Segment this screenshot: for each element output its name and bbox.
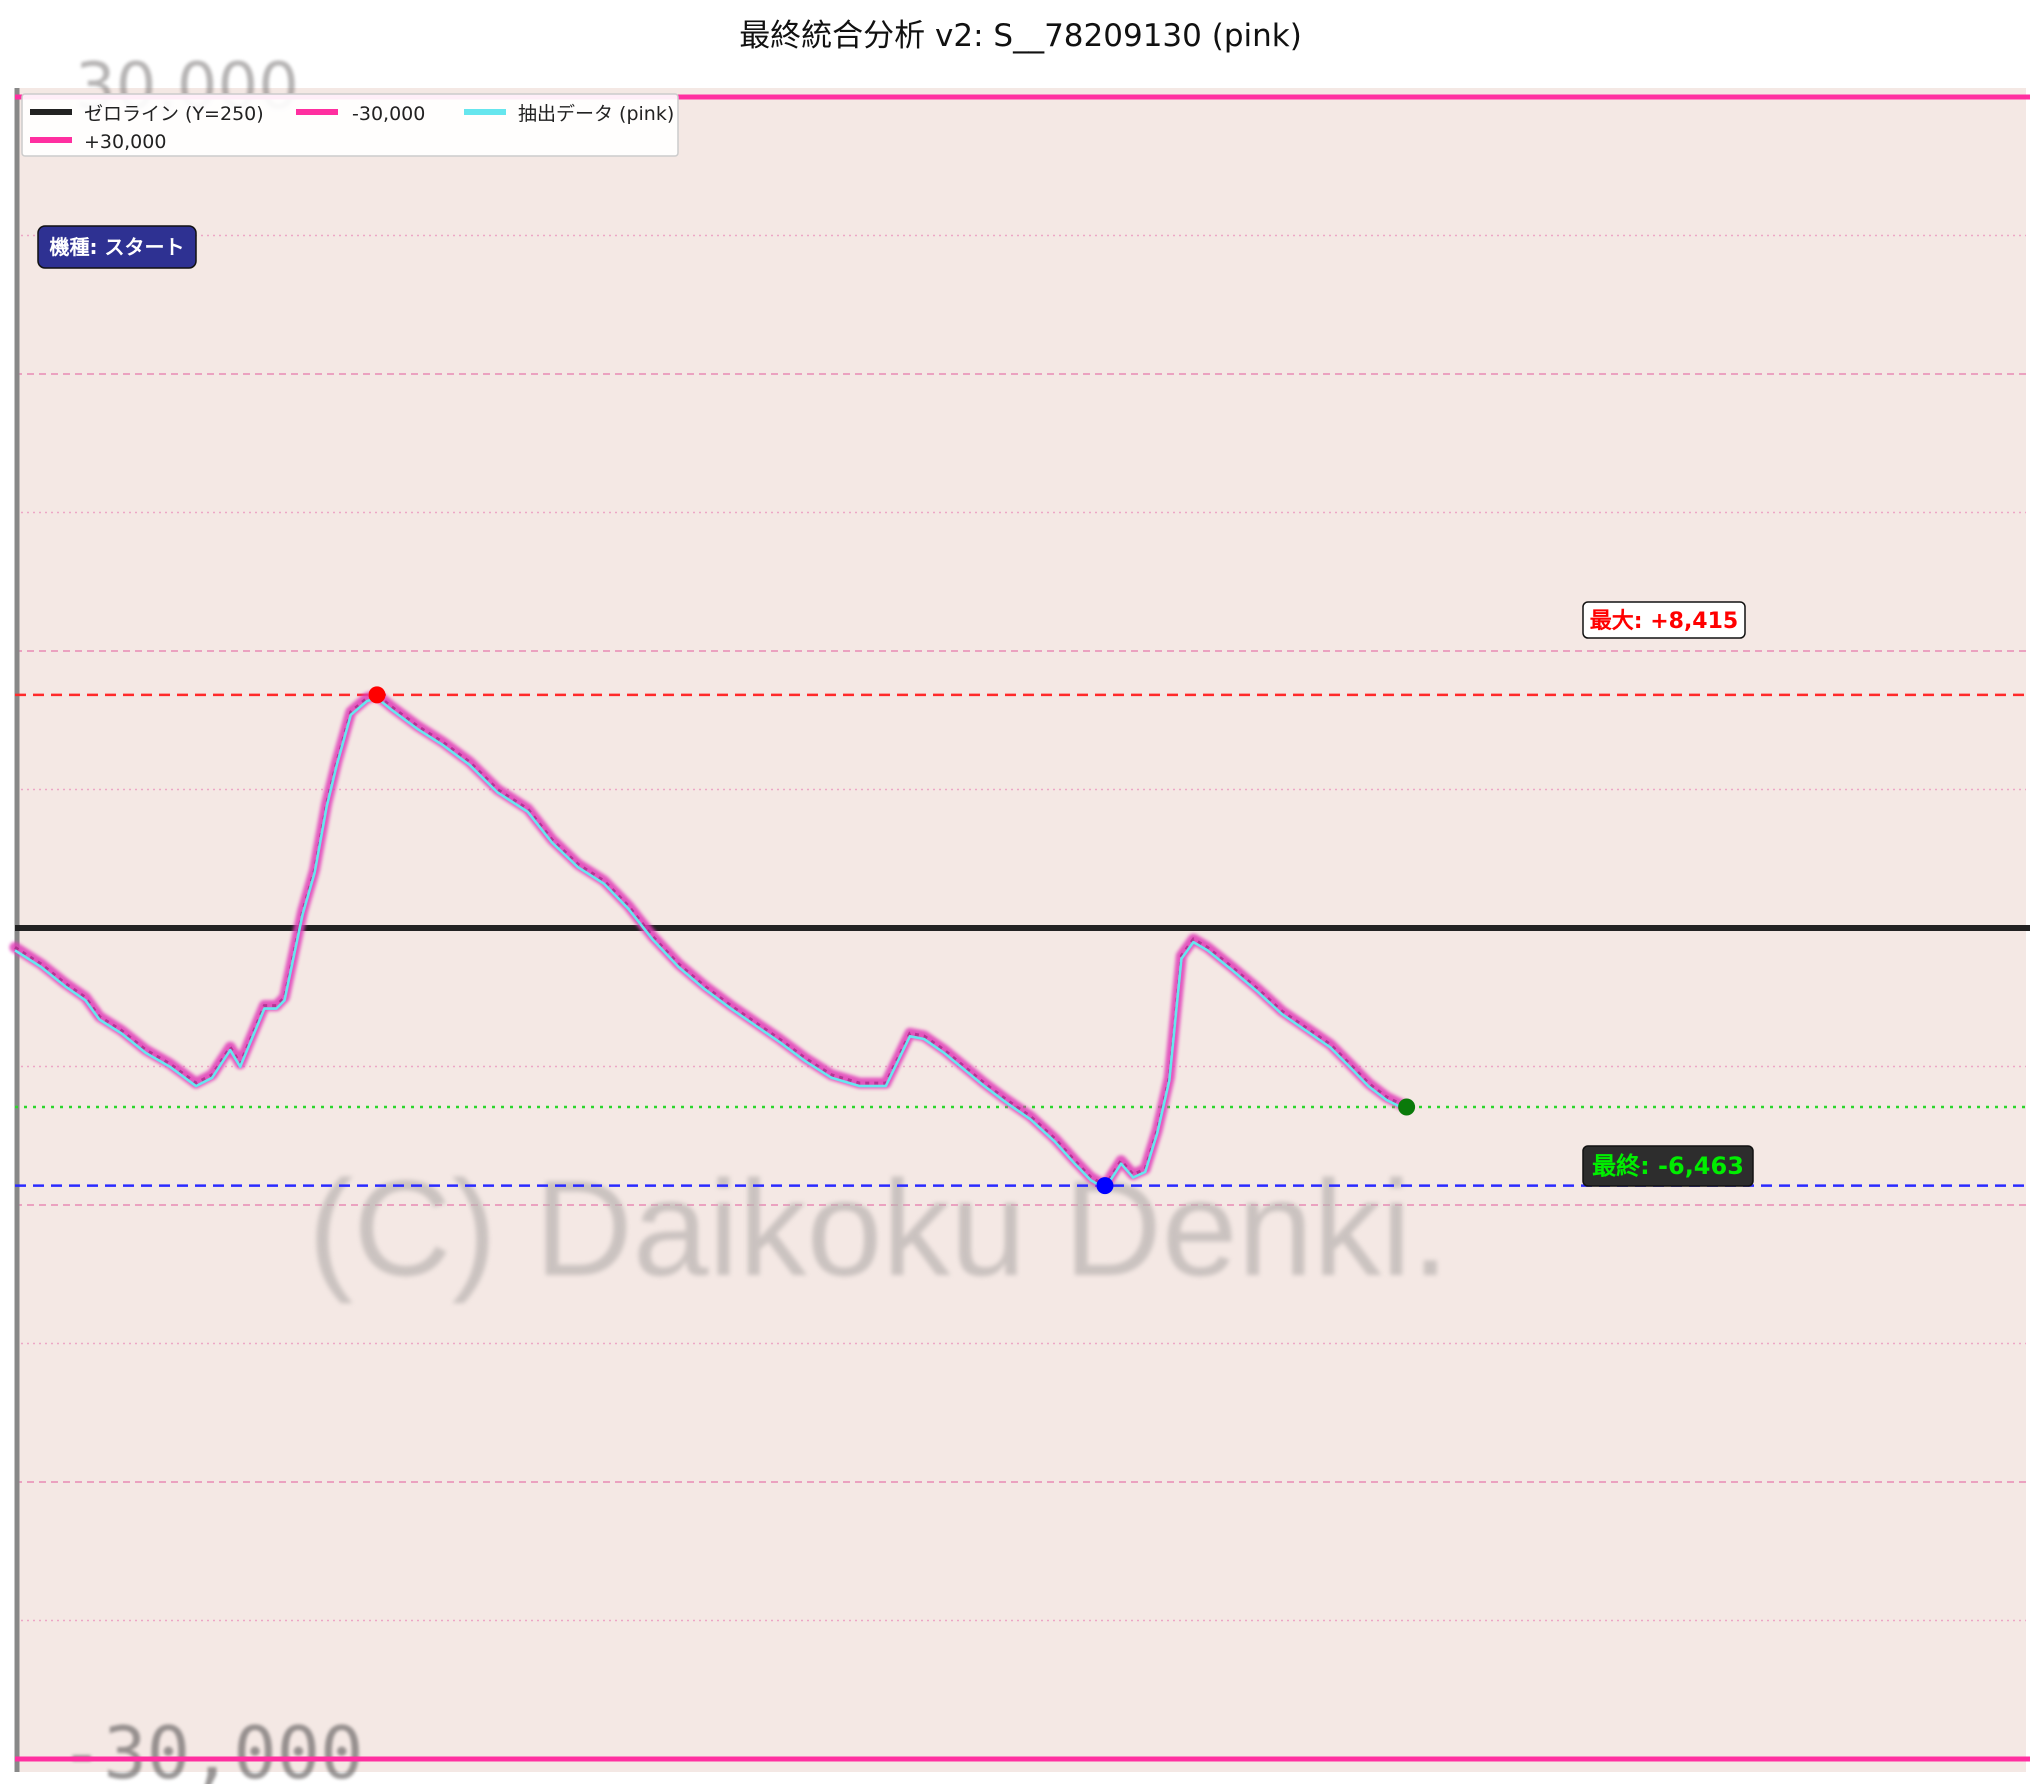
final-annotation: 最終: -6,463 bbox=[1582, 1145, 1754, 1187]
final-annotation-box bbox=[1582, 1145, 1754, 1187]
legend-box bbox=[21, 93, 679, 157]
min-point-marker bbox=[1096, 1177, 1114, 1195]
copyright-watermark: (C) Daikoku Denki. bbox=[308, 1152, 1449, 1304]
grid-lines bbox=[15, 234, 2026, 1622]
machine-badge-box bbox=[37, 225, 197, 269]
final-point-marker bbox=[1398, 1098, 1416, 1116]
legend-label-plus-30000: +30,000 bbox=[84, 131, 166, 153]
machine-badge: 機種: スタート bbox=[37, 225, 197, 269]
legend-label-minus-30000: -30,000 bbox=[352, 103, 425, 125]
legend: ゼロライン (Y=250) -30,000 抽出データ (pink) +30,0… bbox=[21, 93, 679, 157]
max-annotation: 最大: +8,415 bbox=[1582, 601, 1746, 639]
extracted-data-line bbox=[14, 696, 1408, 1190]
machine-badge-text: 機種: スタート bbox=[50, 235, 185, 259]
max-point-marker bbox=[368, 686, 386, 704]
max-annotation-text: 最大: +8,415 bbox=[1590, 609, 1738, 634]
max-annotation-box bbox=[1582, 601, 1746, 639]
legend-label-zero-line: ゼロライン (Y=250) bbox=[84, 103, 264, 125]
legend-label-extracted-data: 抽出データ (pink) bbox=[518, 103, 674, 125]
watermark-bottom-value: -30,000 bbox=[60, 1711, 363, 1784]
final-annotation-text: 最終: -6,463 bbox=[1592, 1152, 1744, 1180]
chart-title: 最終統合分析 v2: S__78209130 (pink) bbox=[739, 18, 1302, 54]
